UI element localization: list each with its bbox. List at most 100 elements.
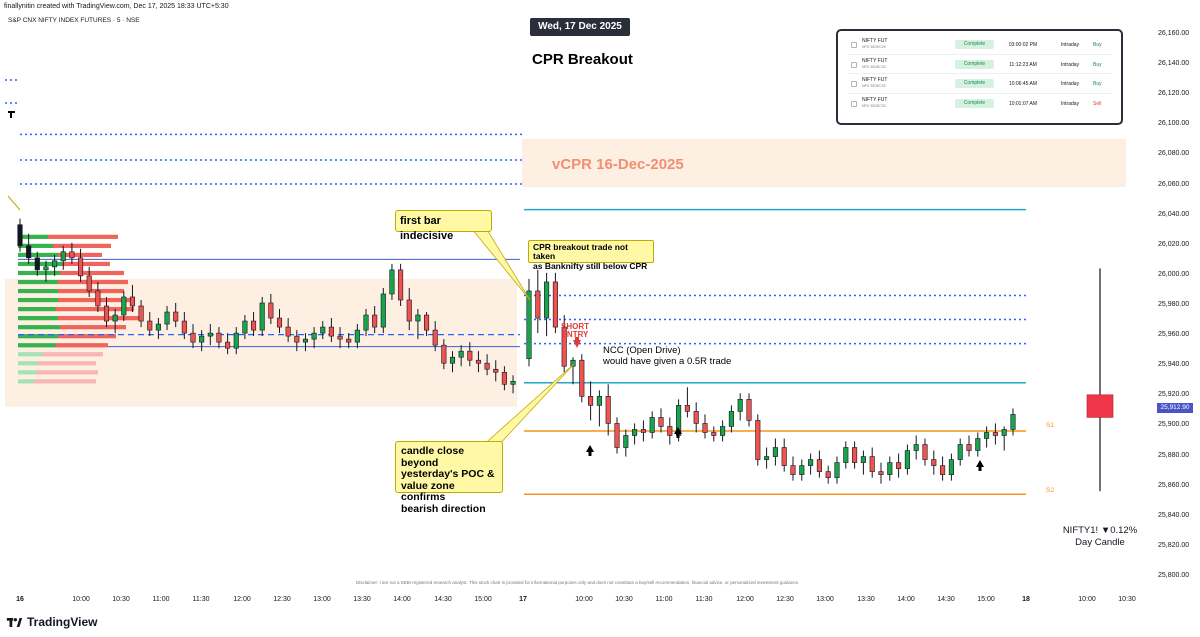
short-entry-label: SHORT ENTRY <box>561 323 589 339</box>
candle-up <box>544 281 550 319</box>
ncc-line: NCC (Open Drive) <box>603 345 681 356</box>
order-exchange: NFO 30DEC25 <box>862 45 886 49</box>
candle-up <box>354 329 360 343</box>
order-row[interactable]: NIFTY FUT NFO 30DEC25 Complete 03:00:02 … <box>848 35 1111 55</box>
price-axis-label: 25,800.00 <box>1158 572 1190 579</box>
candle-down <box>588 396 594 406</box>
candle-down <box>17 224 23 247</box>
candle-up <box>975 438 981 451</box>
time-axis-label: 10:00 <box>72 596 90 603</box>
callout-candle-line: yesterday's POC & <box>401 468 495 481</box>
order-time: 03:00:02 PM <box>1008 42 1038 48</box>
price-axis-label: 26,000.00 <box>1158 270 1190 278</box>
offscreen-callout-pointer <box>7 195 21 211</box>
candle-down <box>129 296 135 307</box>
candle-down <box>922 444 928 460</box>
candle-down <box>711 432 717 436</box>
volume-profile-sell-bar <box>58 316 142 321</box>
candle-down <box>147 320 153 331</box>
candle-up <box>737 399 743 412</box>
candle-down <box>346 338 352 343</box>
price-axis-label: 26,120.00 <box>1158 90 1190 98</box>
order-checkbox[interactable] <box>851 42 857 48</box>
candle-down <box>441 344 447 364</box>
order-row[interactable]: NIFTY FUT NFO 30DEC25 Complete 10:01:07 … <box>848 94 1111 114</box>
volume-profile-sell-bar <box>53 243 111 248</box>
candle-up <box>199 335 205 343</box>
price-axis-label: 25,960.00 <box>1158 331 1190 339</box>
volume-profile-buy-bar <box>18 352 43 357</box>
time-axis-label: 10:30 <box>615 596 633 603</box>
candle-up <box>233 332 239 349</box>
price-axis-label: 25,920.00 <box>1158 391 1190 399</box>
order-product: Intraday <box>1061 100 1080 107</box>
volume-profile-buy-bar <box>18 307 56 312</box>
order-checkbox[interactable] <box>851 100 857 107</box>
order-checkbox[interactable] <box>851 81 857 87</box>
time-axis-label: 10:30 <box>112 596 130 603</box>
candle-down <box>614 423 620 448</box>
short-entry-line: SHORT <box>561 322 589 331</box>
order-row[interactable]: NIFTY FUT NFO 30DEC25 Complete 10:06:45 … <box>848 74 1111 94</box>
day-candle-label: Day Candle <box>1075 537 1125 548</box>
price-axis-label: 25,860.00 <box>1158 481 1190 489</box>
candle-up <box>302 338 309 343</box>
buy-arrow-icon <box>586 445 594 452</box>
short-entry-arrow-icon <box>573 340 581 348</box>
candle-up <box>887 462 893 475</box>
marker-icon <box>10 111 12 118</box>
time-axis-label: 10:30 <box>1118 596 1136 603</box>
ncc-line: would have given a 0.5R trade <box>603 356 732 367</box>
candle-up <box>207 332 213 337</box>
time-axis-label: 13:30 <box>353 596 371 603</box>
candle-down <box>103 305 110 322</box>
time-axis-label: 12:30 <box>273 596 291 603</box>
candle-down <box>181 320 187 334</box>
candle-up <box>320 326 326 334</box>
vcpr-label: vCPR 16-Dec-2025 <box>552 156 684 173</box>
date-badge: Wed, 17 Dec 2025 <box>530 18 630 36</box>
candle-up <box>1001 429 1007 436</box>
chart-title: CPR Breakout <box>532 51 633 68</box>
candle-up <box>121 296 127 316</box>
tradingview-logo[interactable]: TradingView <box>6 614 97 630</box>
order-checkbox[interactable] <box>851 61 857 68</box>
candle-down <box>69 251 75 259</box>
volume-profile-buy-bar <box>18 297 58 303</box>
candle-down <box>579 359 585 397</box>
candle-down <box>173 311 179 322</box>
candle-down <box>225 341 231 349</box>
day-candle-body <box>1086 394 1114 418</box>
candle-up <box>164 311 170 325</box>
price-axis-label: 26,060.00 <box>1158 180 1190 188</box>
volume-profile-sell-bar <box>34 379 96 384</box>
candle-down <box>702 423 708 433</box>
candle-up <box>843 447 849 463</box>
price-axis-label: 26,100.00 <box>1158 120 1190 128</box>
candle-down <box>790 465 796 475</box>
tradingview-logo-text: TradingView <box>27 615 98 629</box>
candle-down <box>276 317 283 328</box>
candle-down <box>294 335 300 343</box>
order-status-badge: Complete <box>955 98 994 108</box>
buy-arrow-stem <box>588 452 592 456</box>
time-axis-label: 12:00 <box>736 596 754 603</box>
candle-down <box>693 411 699 424</box>
candle-down <box>86 275 92 292</box>
candle-up <box>60 251 66 262</box>
time-axis-label: 13:00 <box>816 596 834 603</box>
candle-down <box>746 399 752 421</box>
order-instrument: NIFTY FUT <box>862 77 888 83</box>
symbol-label[interactable]: S&P CNX NIFTY INDEX FUTURES · 5 · NSE <box>8 17 140 24</box>
candle-down <box>931 459 937 466</box>
time-axis-label: 12:00 <box>233 596 251 603</box>
candle-down <box>684 405 690 412</box>
short-entry-arrow-stem <box>575 337 579 341</box>
volume-profile-sell-bar <box>43 352 103 357</box>
volume-profile-buy-bar <box>18 361 38 366</box>
order-row[interactable]: NIFTY FUT NFO 30DEC25 Complete 11:12:23 … <box>848 55 1111 74</box>
volume-profile-buy-bar <box>18 252 58 258</box>
candle-up <box>363 314 369 331</box>
volume-profile-sell-bar <box>56 343 108 348</box>
